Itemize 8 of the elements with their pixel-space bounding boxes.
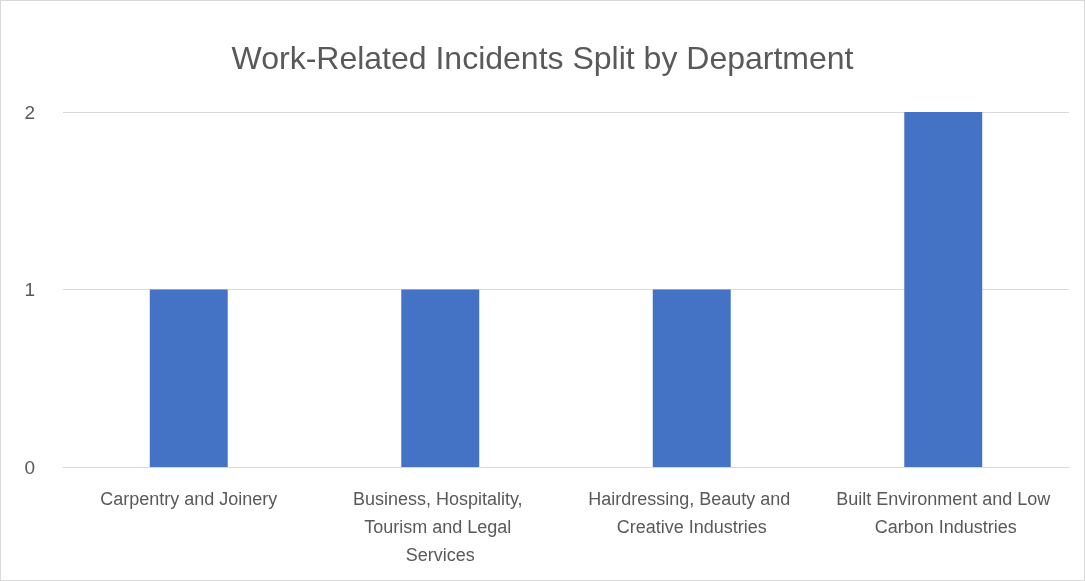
chart-title: Work-Related Incidents Split by Department bbox=[231, 40, 854, 76]
x-tick-label: Hairdressing, Beauty and Creative Industries bbox=[588, 489, 796, 537]
y-tick-label: 2 bbox=[24, 101, 35, 123]
y-tick-label: 1 bbox=[24, 279, 35, 300]
x-tick-label: Built Environment and Low Carbon Industries bbox=[836, 489, 1052, 537]
x-tick-label: Carpentry and Joinery bbox=[100, 489, 278, 509]
x-tick-label: Business, Hospitality, Tourism and Legal Services bbox=[352, 489, 528, 565]
y-tick-label: 0 bbox=[24, 456, 35, 478]
